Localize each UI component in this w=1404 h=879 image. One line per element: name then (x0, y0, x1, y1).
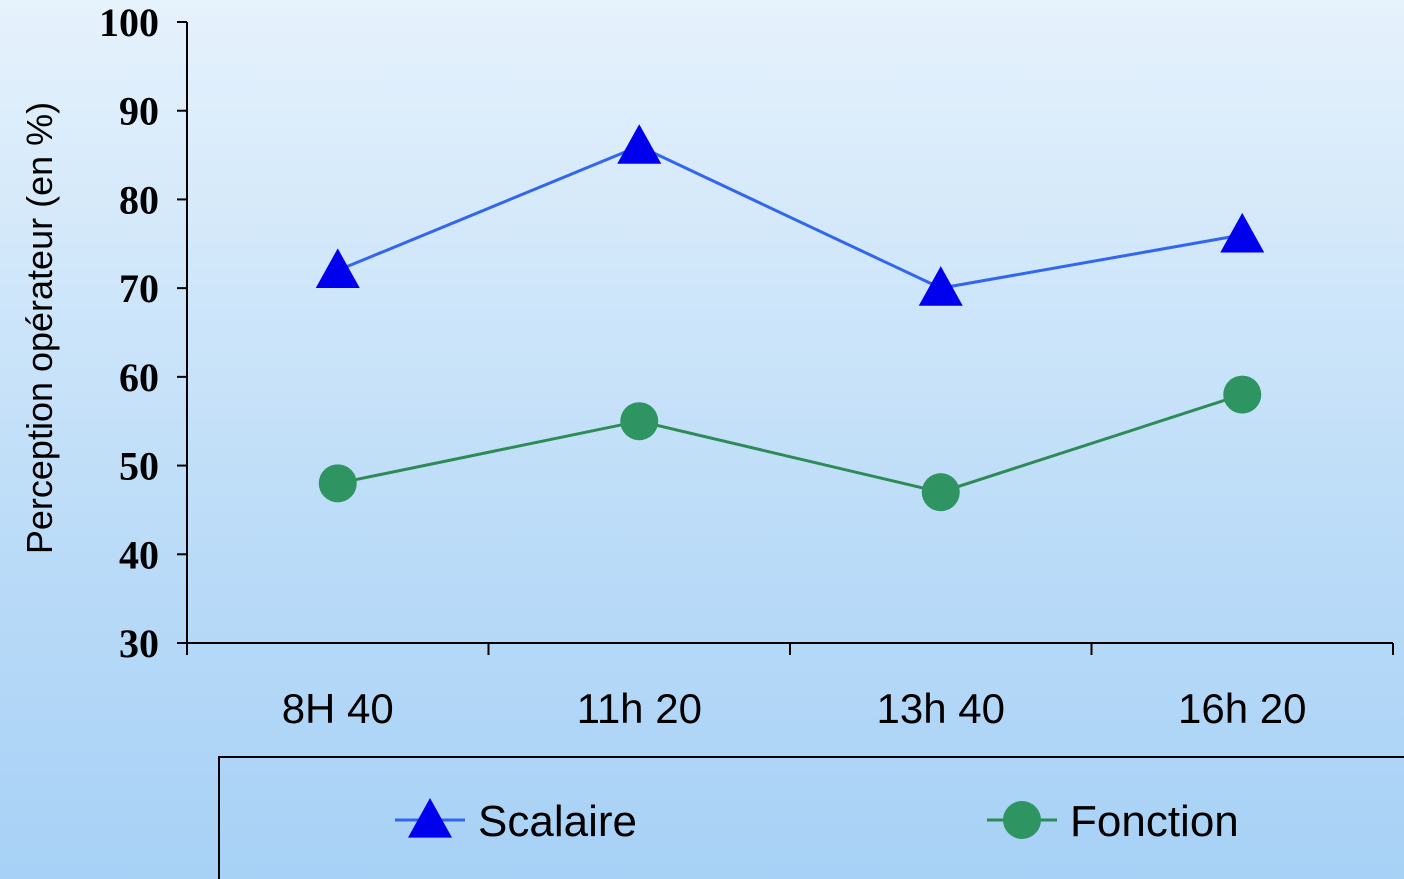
y-tick-label: 80 (119, 177, 159, 222)
series-fonction (318, 375, 1262, 512)
y-tick-label: 70 (119, 266, 159, 311)
y-tick-label: 90 (119, 89, 159, 134)
x-tick-label: 16h 20 (1178, 685, 1306, 732)
series-line (337, 144, 1243, 290)
y-tick-label: 30 (119, 621, 159, 666)
data-point (921, 473, 960, 512)
x-axis: 8H 40 11h 20 13h 40 16h 20 (186, 642, 1394, 732)
data-point (617, 124, 662, 164)
x-tick-label: 11h 20 (577, 685, 702, 732)
legend-label: Fonction (1070, 797, 1239, 846)
data-point (1223, 375, 1262, 414)
legend-marker (1003, 801, 1041, 839)
legend-item: Fonction (987, 797, 1239, 846)
legend-label: Scalaire (478, 797, 637, 846)
y-tick-label: 60 (119, 355, 159, 400)
y-axis: 30 40 50 60 70 80 90 100 (99, 0, 188, 666)
legend: Scalaire Fonction (218, 756, 1404, 879)
data-point (318, 464, 357, 503)
x-tick-label: 13h 40 (877, 685, 1005, 732)
x-tick-label: 8H 40 (282, 685, 394, 732)
data-point (620, 402, 659, 441)
legend-box (218, 756, 1404, 879)
series-scalaire (315, 124, 1265, 306)
data-point (1220, 212, 1265, 253)
series-layer (315, 124, 1265, 512)
y-tick-label: 40 (119, 532, 159, 577)
series-line (337, 393, 1243, 494)
data-point (315, 248, 360, 288)
y-tick-label: 100 (99, 0, 159, 45)
data-point (918, 266, 963, 306)
y-tick-label: 50 (119, 444, 159, 489)
y-axis-label: Perception opérateur (en %) (19, 102, 60, 554)
legend-item: Scalaire (395, 797, 637, 846)
legend-marker (408, 798, 452, 838)
